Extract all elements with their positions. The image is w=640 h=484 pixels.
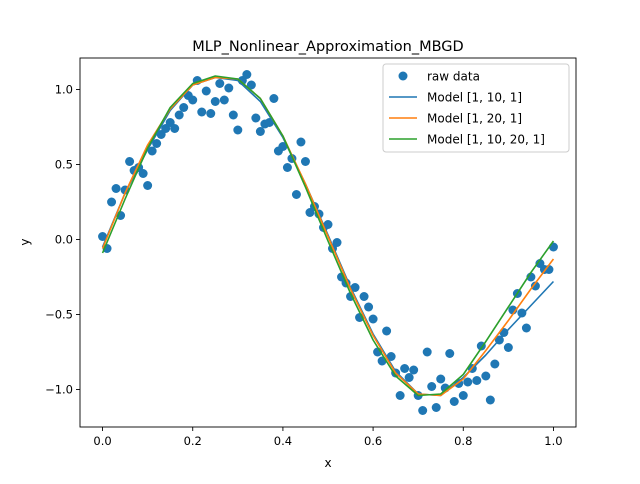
x-tick-label: 0.4 xyxy=(274,434,292,448)
y-axis-ticks: −1.0 −0.5 0.0 0.5 1.0 xyxy=(45,83,80,397)
raw-data-point xyxy=(282,163,292,172)
x-axis-ticks: 0.0 0.2 0.4 0.6 0.8 1.0 xyxy=(93,427,563,448)
raw-data-point xyxy=(382,326,392,336)
y-tick-label: 0.0 xyxy=(55,233,73,247)
raw-data-point xyxy=(242,70,252,79)
raw-data-point xyxy=(400,364,410,373)
raw-data-point xyxy=(206,109,216,118)
raw-data-point xyxy=(458,391,468,400)
raw-data-point xyxy=(152,139,162,148)
raw-data-point xyxy=(431,403,441,412)
legend-label-1: Model [1, 10, 1] xyxy=(427,91,522,105)
raw-data-point xyxy=(197,107,207,117)
x-axis-label: x xyxy=(324,456,331,470)
model-lines xyxy=(101,75,555,397)
x-tick-label: 0.0 xyxy=(93,434,111,448)
raw-data-point xyxy=(269,94,279,103)
y-tick-label: 0.5 xyxy=(55,158,73,172)
legend: raw data Model [1, 10, 1] Model [1, 20, 1]… xyxy=(382,63,570,153)
plot-area: 0.0 0.2 0.4 0.6 0.8 1.0 −1.0 −0.5 0.0 0.5 1.0 xyxy=(45,57,577,448)
raw-data-point xyxy=(481,371,491,381)
raw-data-point xyxy=(228,110,238,120)
raw-data-point xyxy=(503,343,513,352)
raw-data-point xyxy=(201,86,211,96)
raw-data-point xyxy=(179,103,189,112)
x-tick-label: 1.0 xyxy=(544,434,562,448)
raw-data-point xyxy=(143,181,153,190)
model-line-3 xyxy=(101,75,555,397)
raw-data-point xyxy=(233,125,243,135)
x-tick-label: 0.8 xyxy=(454,434,472,448)
raw-data-point xyxy=(521,323,531,333)
raw-data-point xyxy=(368,314,378,324)
raw-data-point xyxy=(436,374,446,384)
raw-data-point xyxy=(278,142,288,151)
raw-data-point xyxy=(296,137,306,147)
raw-data-point xyxy=(251,113,261,123)
legend-label-2: Model [1, 20, 1] xyxy=(427,112,522,126)
raw-data-point xyxy=(111,184,121,193)
raw-data-point xyxy=(364,302,374,312)
raw-data-point xyxy=(300,157,310,166)
raw-data-point xyxy=(138,169,148,178)
raw-data-point xyxy=(246,80,256,90)
raw-data-point xyxy=(350,283,360,292)
raw-data-point xyxy=(418,406,428,415)
raw-data-point xyxy=(215,79,225,88)
raw-data-point xyxy=(359,292,369,301)
x-tick-label: 0.6 xyxy=(364,434,382,448)
raw-data-point xyxy=(409,365,419,375)
raw-data-point xyxy=(445,349,455,358)
y-tick-label: 1.0 xyxy=(55,83,73,97)
raw-data-point xyxy=(485,395,495,405)
raw-data-point xyxy=(210,97,220,106)
raw-data-point xyxy=(548,242,558,252)
y-tick-label: −0.5 xyxy=(45,308,73,322)
legend-box xyxy=(382,63,570,153)
raw-data-point xyxy=(463,377,473,387)
raw-data-point xyxy=(427,382,437,391)
raw-data-point xyxy=(291,190,301,199)
axes-frame xyxy=(79,57,577,428)
model-line-2 xyxy=(101,76,555,397)
raw-data-point xyxy=(147,146,157,156)
raw-data-point xyxy=(472,376,482,385)
legend-label-raw-data: raw data xyxy=(427,70,480,84)
raw-data-point xyxy=(449,397,459,406)
raw-data-point xyxy=(517,308,527,318)
raw-data-point xyxy=(490,359,500,369)
raw-data-point xyxy=(530,281,540,291)
raw-data-point xyxy=(422,347,432,357)
raw-data-point xyxy=(395,391,405,400)
raw-data-point xyxy=(323,220,333,229)
raw-data-point xyxy=(170,124,180,133)
raw-data-point xyxy=(98,232,108,241)
legend-label-3: Model [1, 10, 20, 1] xyxy=(427,133,545,147)
y-axis-label: y xyxy=(18,238,32,245)
x-tick-label: 0.2 xyxy=(184,434,202,448)
raw-data-point xyxy=(404,373,414,382)
raw-data-point xyxy=(107,197,117,207)
raw-data-point xyxy=(377,356,387,366)
raw-data-point xyxy=(188,95,198,105)
raw-data-point xyxy=(125,157,135,166)
raw-data-point xyxy=(174,110,184,120)
raw-data-point xyxy=(219,95,229,105)
y-tick-label: −1.0 xyxy=(45,383,73,397)
chart-title: MLP_Nonlinear_Approximation_MBGD xyxy=(192,39,463,55)
legend-marker-raw-data xyxy=(398,71,408,81)
raw-data-point xyxy=(224,83,234,93)
raw-data-point xyxy=(332,238,342,247)
raw-data-point xyxy=(255,127,265,136)
